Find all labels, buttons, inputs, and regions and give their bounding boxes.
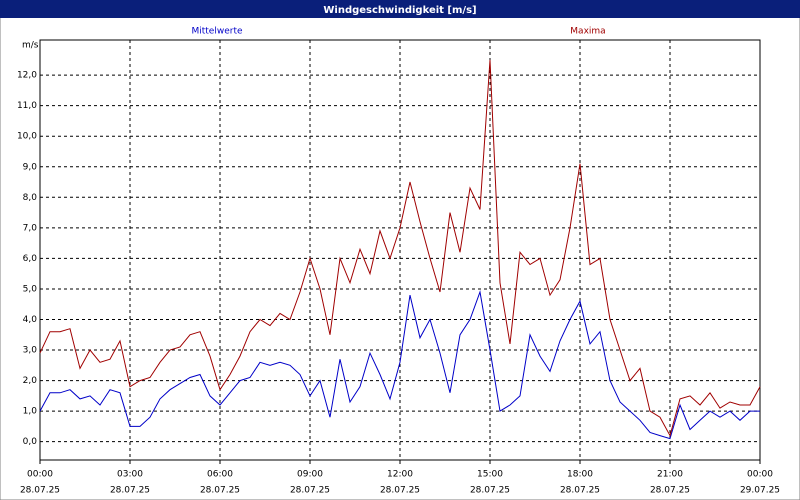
y-tick-label: 8,0 bbox=[23, 193, 38, 203]
y-tick-label: 0,0 bbox=[23, 437, 38, 447]
x-tick-label: 15:00 bbox=[477, 470, 503, 480]
y-tick-label: 10,0 bbox=[17, 132, 37, 142]
y-axis-label: m/s bbox=[22, 41, 39, 51]
x-tick-date: 28.07.25 bbox=[20, 486, 60, 496]
x-tick-label: 00:00 bbox=[27, 470, 53, 480]
y-tick-label: 7,0 bbox=[23, 223, 38, 233]
x-tick-label: 12:00 bbox=[387, 470, 413, 480]
title-bar bbox=[0, 0, 800, 18]
series-line bbox=[39, 59, 761, 437]
y-tick-label: 12,0 bbox=[17, 71, 37, 81]
legend-label: Mittelwerte bbox=[191, 27, 242, 37]
x-tick-label: 21:00 bbox=[657, 470, 683, 480]
x-tick-label: 00:00 bbox=[747, 470, 773, 480]
x-tick-date: 28.07.25 bbox=[470, 486, 510, 496]
x-tick-date: 28.07.25 bbox=[380, 486, 420, 496]
x-tick-label: 03:00 bbox=[117, 470, 143, 480]
x-tick-date: 28.07.25 bbox=[290, 486, 330, 496]
x-tick-date: 29.07.25 bbox=[740, 486, 780, 496]
y-tick-label: 11,0 bbox=[17, 101, 37, 111]
y-tick-label: 5,0 bbox=[23, 284, 38, 294]
y-tick-label: 9,0 bbox=[23, 162, 38, 172]
y-tick-label: 2,0 bbox=[23, 376, 38, 386]
y-tick-label: 3,0 bbox=[23, 346, 38, 356]
y-tick-label: 1,0 bbox=[23, 407, 38, 417]
x-tick-label: 06:00 bbox=[207, 470, 233, 480]
series-line bbox=[39, 290, 760, 440]
legend-label: Maxima bbox=[570, 27, 605, 37]
y-tick-label: 6,0 bbox=[23, 254, 38, 264]
x-tick-label: 09:00 bbox=[297, 470, 323, 480]
y-tick-label: 4,0 bbox=[23, 315, 38, 325]
x-tick-date: 28.07.25 bbox=[200, 486, 240, 496]
chart-title: Windgeschwindigkeit [m/s] bbox=[323, 5, 476, 16]
x-tick-date: 28.07.25 bbox=[650, 486, 690, 496]
x-tick-label: 18:00 bbox=[567, 470, 593, 480]
x-tick-date: 28.07.25 bbox=[560, 486, 600, 496]
x-tick-date: 28.07.25 bbox=[110, 486, 150, 496]
